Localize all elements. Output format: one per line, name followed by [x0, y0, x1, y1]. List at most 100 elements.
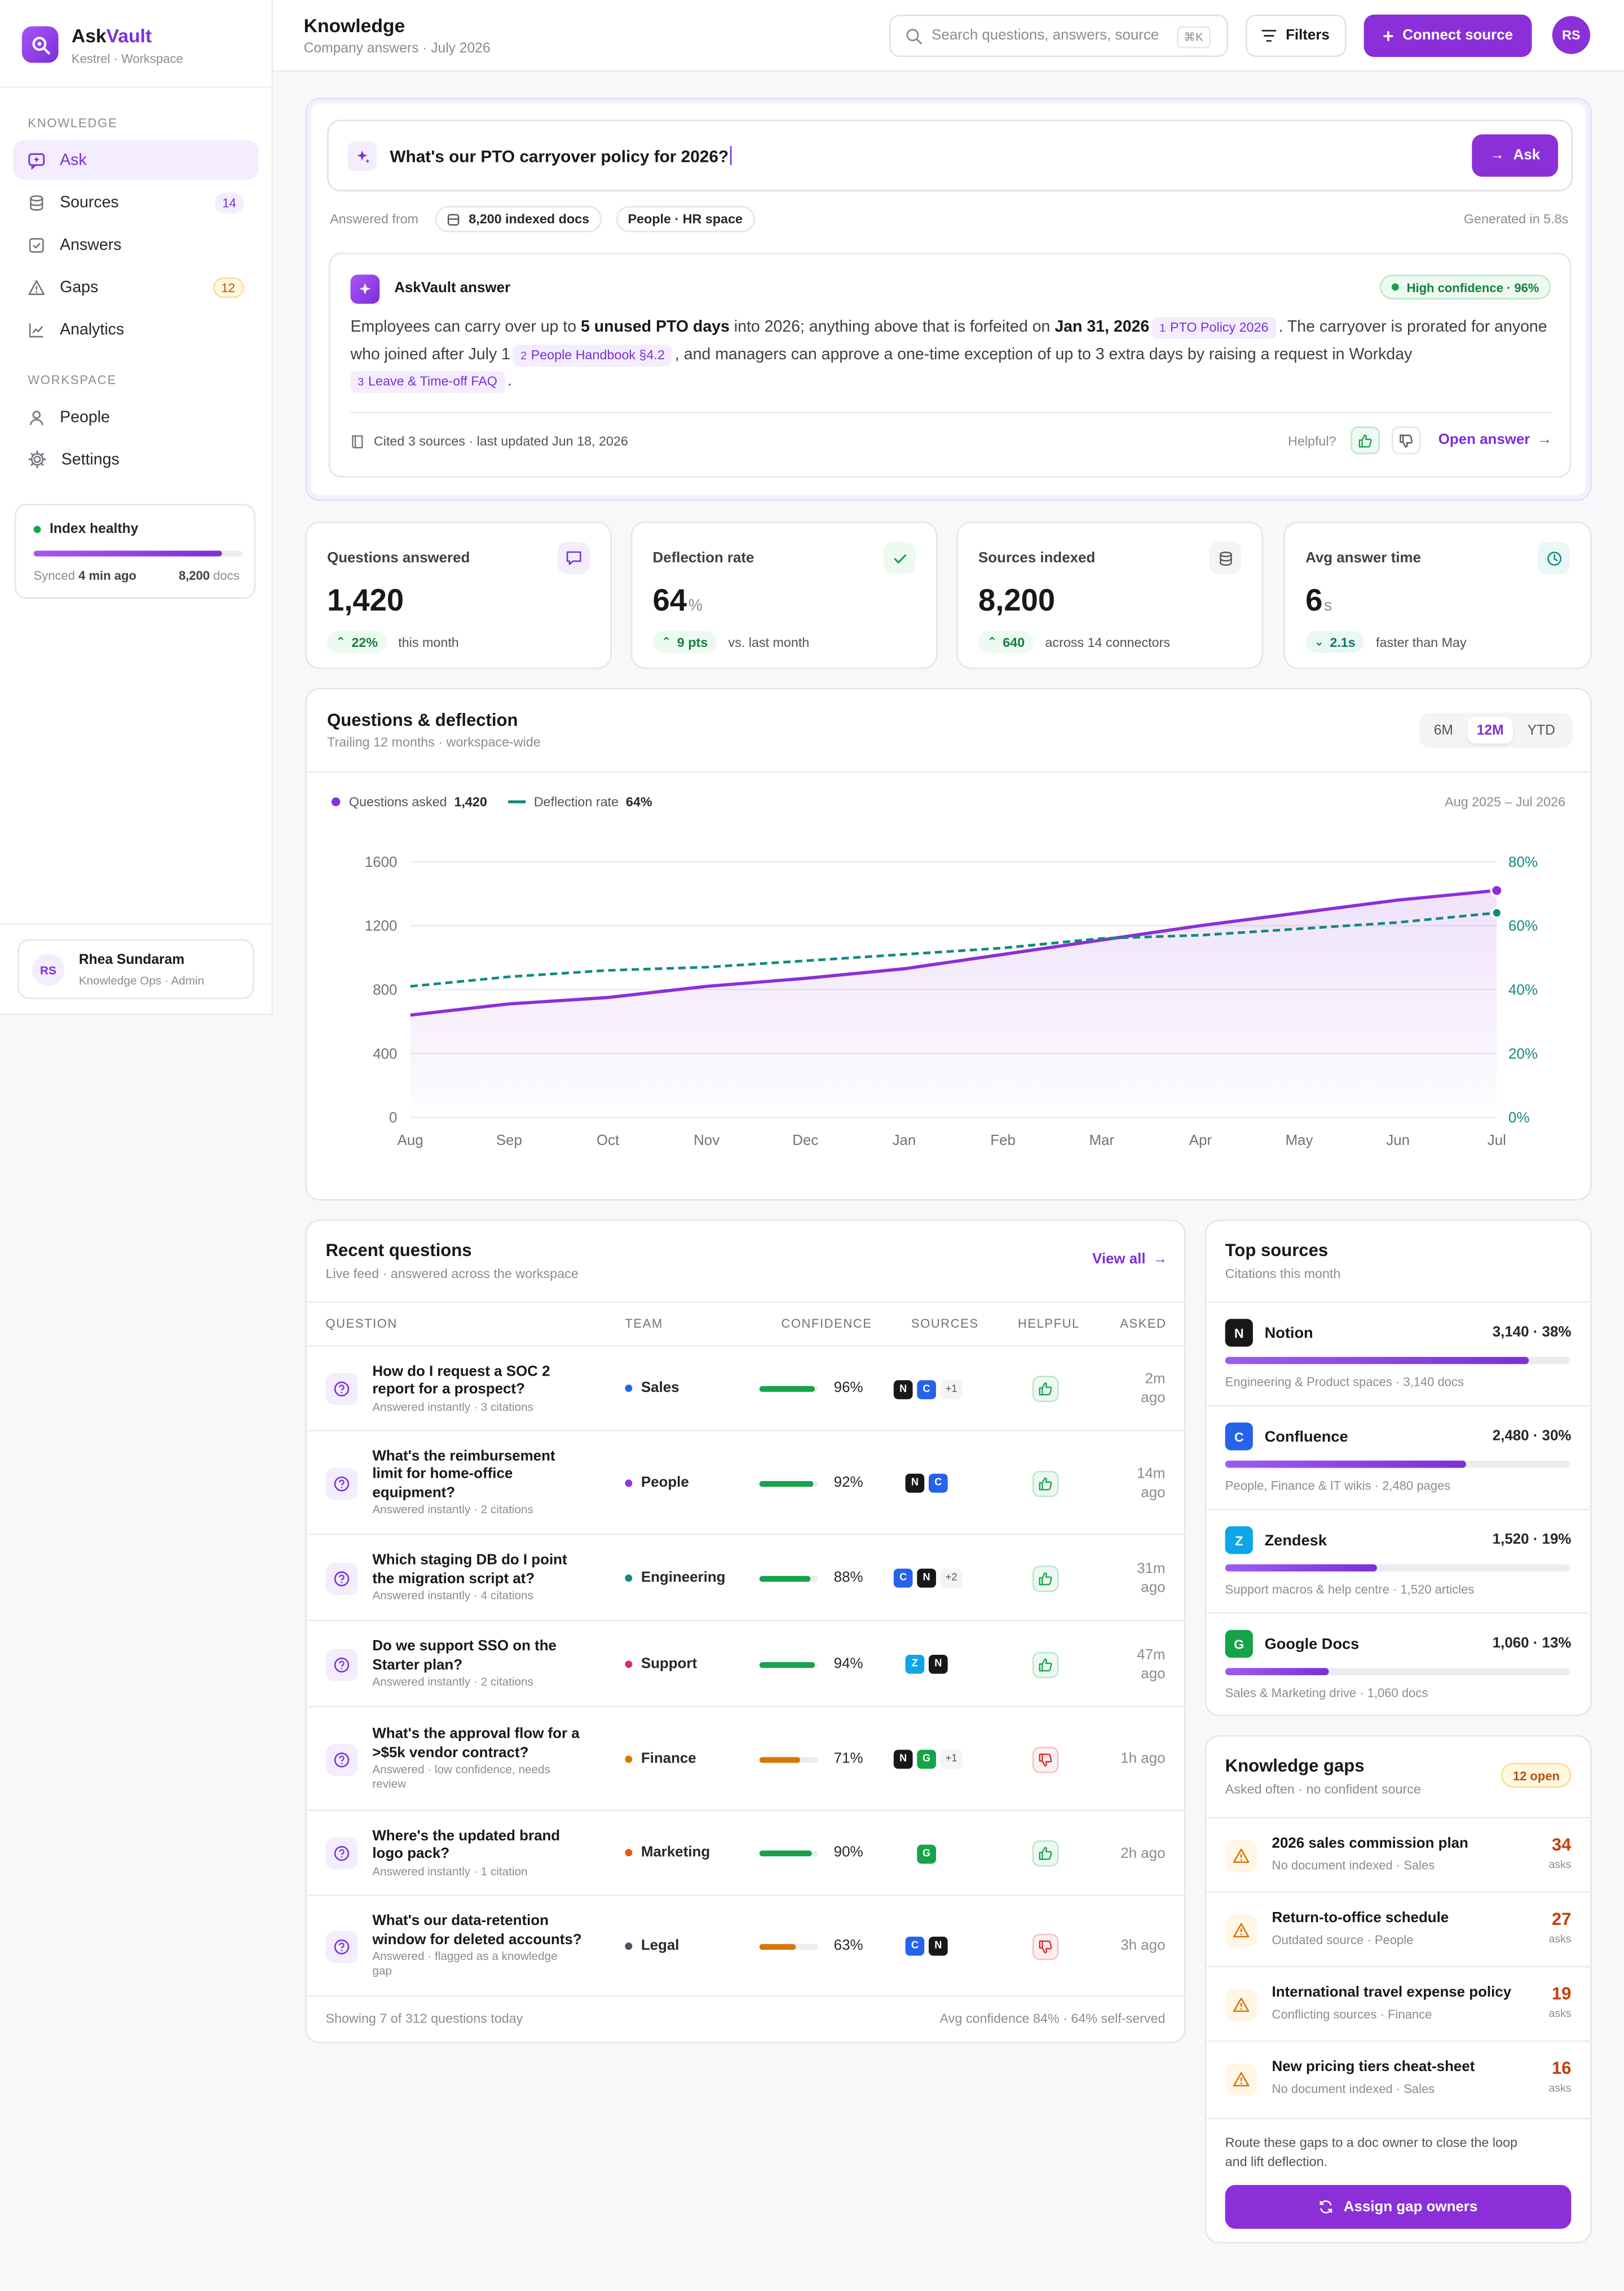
- stat-questions-answered[interactable]: Questions answered 1,420 ⌃ 22% this month: [305, 521, 612, 669]
- source-row[interactable]: C Confluence 2,480 · 30% People, Finance & …: [1204, 1405, 1592, 1509]
- question-text: equipment?: [372, 1484, 456, 1501]
- table-row[interactable]: What's the reimbursement limit for home-o…: [305, 1430, 1186, 1534]
- table-row[interactable]: Which staging DB do I point the migration…: [305, 1534, 1186, 1620]
- helpful-up-button[interactable]: [1032, 1565, 1059, 1592]
- ask-query[interactable]: What's our PTO carryover policy for 2026…: [390, 146, 732, 166]
- sidebar-item-ask[interactable]: Ask: [13, 140, 259, 180]
- gap-row[interactable]: New pricing tiers cheat-sheet No document…: [1204, 2040, 1592, 2115]
- table-row[interactable]: What's the approval flow for a >$5k vendo…: [305, 1706, 1186, 1810]
- source-row[interactable]: N Notion 3,140 · 38% Engineering & Product …: [1204, 1301, 1592, 1405]
- citation-2[interactable]: 2 People Handbook §4.2: [513, 343, 672, 366]
- citation-label: People Handbook §4.2: [531, 347, 665, 362]
- gap-row[interactable]: International travel expense policy Confl…: [1204, 1966, 1592, 2041]
- filters-button[interactable]: Filters: [1245, 14, 1347, 57]
- search-input[interactable]: Search questions, answers, source ⌘K: [889, 14, 1228, 57]
- range-ytd[interactable]: YTD: [1527, 722, 1555, 739]
- sidebar-item-label: Gaps: [60, 278, 99, 296]
- sidebar-item-analytics[interactable]: Analytics: [13, 310, 258, 349]
- more-sources-badge: +1: [940, 1379, 963, 1399]
- table-row[interactable]: Do we support SSO on the Starter plan? Ans…: [305, 1619, 1186, 1706]
- docs-label: docs: [210, 568, 240, 583]
- gap-row[interactable]: Return-to-office schedule Outdated source…: [1204, 1891, 1592, 1966]
- helpful-up-button[interactable]: [1032, 1651, 1059, 1678]
- helpful-down-button[interactable]: [1032, 1933, 1059, 1959]
- table-row[interactable]: Where's the updated brand logo pack? Answe…: [305, 1809, 1186, 1895]
- table-row[interactable]: How do I request a SOC 2 report for a pro…: [305, 1345, 1186, 1430]
- ask-input[interactable]: What's our PTO carryover policy for 2026…: [327, 120, 1573, 192]
- answer-title: AskVault answer: [394, 280, 511, 297]
- ask-button[interactable]: → Ask: [1472, 134, 1559, 177]
- health-progress: [33, 550, 242, 557]
- stat-deflection-rate[interactable]: Deflection rate 64% ⌃ 9 pts vs. last month: [630, 521, 938, 669]
- question-text: limit for home-office: [372, 1466, 513, 1483]
- thumbs-down-button[interactable]: [1391, 426, 1421, 455]
- x-tick: Dec: [792, 1133, 818, 1148]
- question-text: report for a prospect?: [372, 1381, 525, 1398]
- gap-ask-count: 19: [1551, 1983, 1572, 2004]
- table-row[interactable]: What's our data-retention window for dele…: [305, 1894, 1186, 1995]
- database-small-icon: [447, 213, 460, 225]
- source-share-fill: [1225, 1356, 1529, 1364]
- open-answer-link[interactable]: Open answer →: [1438, 433, 1552, 448]
- user-icon: [28, 408, 45, 426]
- chart-panel-subtitle: Trailing 12 months · workspace-wide: [327, 734, 541, 750]
- source-row[interactable]: Z Zendesk 1,520 · 19% Support macros & help…: [1204, 1509, 1592, 1612]
- question-icon: [325, 1930, 358, 1963]
- app-logo[interactable]: [21, 26, 59, 63]
- gap-row[interactable]: 2026 sales commission plan No document in…: [1204, 1817, 1592, 1891]
- source-badges: N C +1: [893, 1379, 963, 1399]
- citation-1[interactable]: 1 PTO Policy 2026: [1152, 316, 1276, 339]
- source-count: 3,140 · 38%: [1492, 1324, 1572, 1341]
- stat-sources-indexed[interactable]: Sources indexed 8,200 ⌃ 640 across 14 conn…: [956, 521, 1264, 669]
- source-badge: N: [917, 1569, 936, 1588]
- view-all-link[interactable]: View all →: [1092, 1252, 1167, 1267]
- sidebar-item-answers[interactable]: Answers: [13, 225, 258, 265]
- y-left-tick: 1600: [365, 854, 398, 870]
- question-icon: [325, 1467, 358, 1500]
- assign-gap-owners-button[interactable]: Assign gap owners: [1225, 2185, 1572, 2229]
- space-pill[interactable]: People · HR space: [616, 206, 754, 232]
- sidebar-divider: [0, 86, 272, 88]
- indexed-docs-pill[interactable]: 8,200 indexed docs: [435, 206, 601, 232]
- gap-title: International travel expense policy: [1272, 1985, 1512, 2001]
- range-12m[interactable]: 12M: [1467, 717, 1513, 744]
- asked-time-line: 1h ago: [1120, 1751, 1166, 1768]
- sidebar-item-people[interactable]: People: [13, 397, 258, 437]
- search-placeholder: Search questions, answers, source: [932, 28, 1159, 44]
- x-tick: Oct: [597, 1133, 619, 1148]
- top-sources-subtitle: Citations this month: [1225, 1266, 1341, 1281]
- thumbs-up-button[interactable]: [1351, 426, 1380, 455]
- helpful-up-button[interactable]: [1032, 1840, 1059, 1867]
- y-right-tick: 80%: [1508, 854, 1538, 870]
- range-toggle: 6M 12M YTD: [1419, 712, 1573, 748]
- sidebar-item-gaps[interactable]: Gaps 12: [13, 267, 258, 307]
- delta-value: 640: [1003, 635, 1025, 650]
- sidebar-item-sources[interactable]: Sources 14: [13, 183, 258, 222]
- helpful-up-button[interactable]: [1032, 1470, 1059, 1497]
- helpful-down-button[interactable]: [1032, 1746, 1059, 1773]
- citation-3[interactable]: 3 Leave & Time-off FAQ: [350, 371, 505, 393]
- health-docs: 8,200 docs: [179, 568, 240, 583]
- range-6m[interactable]: 6M: [1433, 722, 1453, 739]
- sidebar-item-settings[interactable]: Settings: [13, 439, 258, 479]
- delta-note: faster than May: [1376, 635, 1467, 650]
- helpful-up-button[interactable]: [1032, 1376, 1059, 1403]
- y-right-tick: 60%: [1508, 918, 1538, 934]
- chart-period: Aug 2025 – Jul 2026: [1445, 794, 1566, 809]
- user-card[interactable]: RS Rhea Sundaram Knowledge Ops · Admin: [17, 939, 254, 999]
- asked-time: 2m ago: [1092, 1370, 1165, 1408]
- source-detail: Sales & Marketing drive · 1,060 docs: [1225, 1685, 1428, 1700]
- header-avatar[interactable]: RS: [1552, 16, 1591, 54]
- gap-ask-unit: asks: [1548, 2081, 1572, 2095]
- x-tick: Nov: [694, 1133, 720, 1148]
- more-sources-badge: +1: [940, 1750, 963, 1769]
- delta-chip: ⌄ 2.1s: [1305, 631, 1365, 653]
- thumbs-down-icon: [1039, 1752, 1052, 1766]
- connect-source-button[interactable]: + Connect source: [1363, 14, 1532, 57]
- source-row[interactable]: G Google Docs 1,060 · 13% Sales & Marketing…: [1204, 1612, 1592, 1716]
- y-left-tick: 0: [389, 1110, 397, 1126]
- gaps-note-line-1: Route these gaps to a doc owner to close…: [1225, 2135, 1517, 2150]
- section-knowledge: KNOWLEDGE: [28, 115, 118, 130]
